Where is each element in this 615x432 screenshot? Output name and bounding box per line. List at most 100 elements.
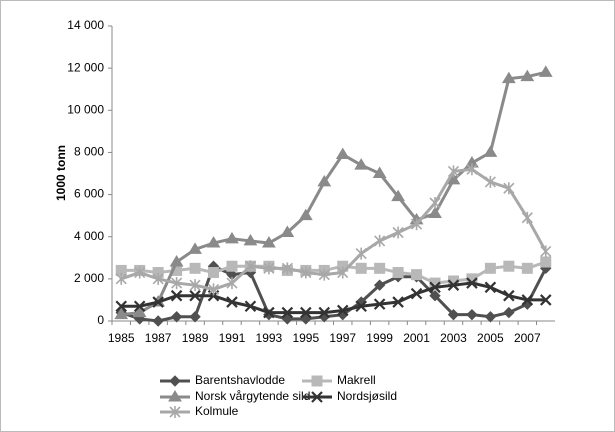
data-point bbox=[133, 300, 146, 313]
legend-label: Nordsjøsild bbox=[337, 389, 397, 403]
data-point bbox=[169, 255, 184, 267]
data-point bbox=[539, 294, 552, 306]
data-point bbox=[189, 262, 201, 274]
data-point bbox=[392, 226, 404, 239]
x-tick-label: 1995 bbox=[292, 331, 319, 345]
data-point bbox=[226, 296, 238, 308]
data-point bbox=[521, 262, 533, 274]
data-point bbox=[521, 211, 533, 224]
x-tick-label: 1991 bbox=[219, 331, 246, 345]
data-point bbox=[152, 272, 164, 285]
data-point bbox=[429, 197, 441, 209]
data-point bbox=[355, 300, 367, 313]
data-point bbox=[152, 315, 164, 327]
data-point bbox=[355, 262, 367, 274]
data-point bbox=[466, 163, 478, 176]
y-tick-label: 6 000 bbox=[74, 187, 104, 201]
data-point bbox=[484, 281, 497, 294]
x-tick-label: 2003 bbox=[440, 331, 467, 345]
legend-label: Makrell bbox=[337, 373, 376, 387]
data-point bbox=[132, 305, 147, 318]
legend-label: Norsk vårgytende sild bbox=[195, 389, 310, 403]
data-point bbox=[226, 260, 238, 272]
data-point bbox=[189, 289, 201, 302]
legend-marker bbox=[311, 375, 323, 387]
data-point bbox=[226, 277, 238, 290]
data-point bbox=[355, 247, 367, 260]
x-tick-label: 2005 bbox=[477, 331, 504, 345]
data-point bbox=[115, 272, 127, 285]
y-tick-label: 12 000 bbox=[67, 60, 104, 74]
data-point bbox=[428, 206, 442, 219]
data-point bbox=[538, 65, 553, 77]
data-point bbox=[391, 189, 405, 202]
x-tick-label: 1997 bbox=[329, 331, 356, 345]
data-point bbox=[484, 262, 496, 274]
data-point bbox=[189, 311, 201, 323]
data-point bbox=[411, 269, 423, 281]
x-tick-label: 1993 bbox=[256, 331, 283, 345]
data-point bbox=[225, 231, 239, 244]
data-point bbox=[280, 225, 295, 237]
data-point bbox=[484, 175, 496, 188]
data-point bbox=[503, 289, 515, 302]
y-tick-label: 10 000 bbox=[67, 102, 104, 116]
data-point bbox=[170, 289, 183, 302]
data-point bbox=[372, 166, 387, 178]
data-point bbox=[243, 233, 258, 246]
data-point bbox=[317, 174, 332, 187]
x-tick-label: 1999 bbox=[366, 331, 393, 345]
data-point bbox=[263, 306, 275, 319]
data-point bbox=[373, 279, 386, 291]
legend-marker bbox=[169, 406, 181, 418]
data-point bbox=[244, 300, 257, 313]
data-point bbox=[466, 308, 478, 321]
y-axis-label: 1000 tonn bbox=[54, 145, 68, 201]
data-point bbox=[262, 236, 276, 248]
data-point bbox=[501, 71, 516, 84]
y-tick-label: 14 000 bbox=[67, 18, 104, 32]
data-point bbox=[134, 266, 146, 279]
data-point bbox=[206, 236, 221, 248]
data-point bbox=[263, 262, 275, 275]
data-point bbox=[171, 277, 183, 290]
legend-label: Kolmule bbox=[195, 404, 239, 418]
y-tick-label: 4 000 bbox=[74, 229, 104, 243]
x-tick-label: 2007 bbox=[514, 331, 541, 345]
data-point bbox=[484, 311, 497, 323]
data-point bbox=[114, 307, 129, 320]
data-point bbox=[300, 266, 312, 279]
data-point bbox=[466, 277, 478, 289]
data-point bbox=[208, 267, 220, 279]
data-point bbox=[337, 266, 349, 279]
data-point bbox=[540, 256, 552, 268]
data-point bbox=[392, 267, 404, 279]
data-point bbox=[520, 69, 535, 82]
data-point bbox=[170, 311, 183, 323]
data-point bbox=[336, 304, 349, 317]
x-tick-label: 1989 bbox=[182, 331, 209, 345]
data-point bbox=[429, 281, 441, 294]
data-point bbox=[410, 218, 423, 231]
data-point bbox=[392, 296, 404, 308]
data-point bbox=[447, 279, 460, 291]
data-point bbox=[244, 260, 257, 273]
legend-marker bbox=[168, 390, 182, 402]
data-point bbox=[503, 182, 515, 195]
data-point bbox=[189, 279, 201, 292]
data-point bbox=[503, 260, 515, 272]
data-point bbox=[281, 262, 293, 275]
data-point bbox=[429, 290, 441, 302]
x-tick-label: 1987 bbox=[145, 331, 172, 345]
data-point bbox=[281, 306, 294, 319]
data-point bbox=[521, 294, 534, 306]
data-point bbox=[447, 308, 460, 321]
x-tick-label: 1985 bbox=[108, 331, 135, 345]
series-line bbox=[121, 281, 546, 315]
data-point bbox=[374, 234, 386, 247]
data-point bbox=[115, 300, 128, 313]
data-point bbox=[483, 145, 498, 157]
legend-marker bbox=[311, 391, 323, 403]
y-tick-label: 8 000 bbox=[74, 145, 104, 159]
x-tick-label: 2001 bbox=[403, 331, 430, 345]
